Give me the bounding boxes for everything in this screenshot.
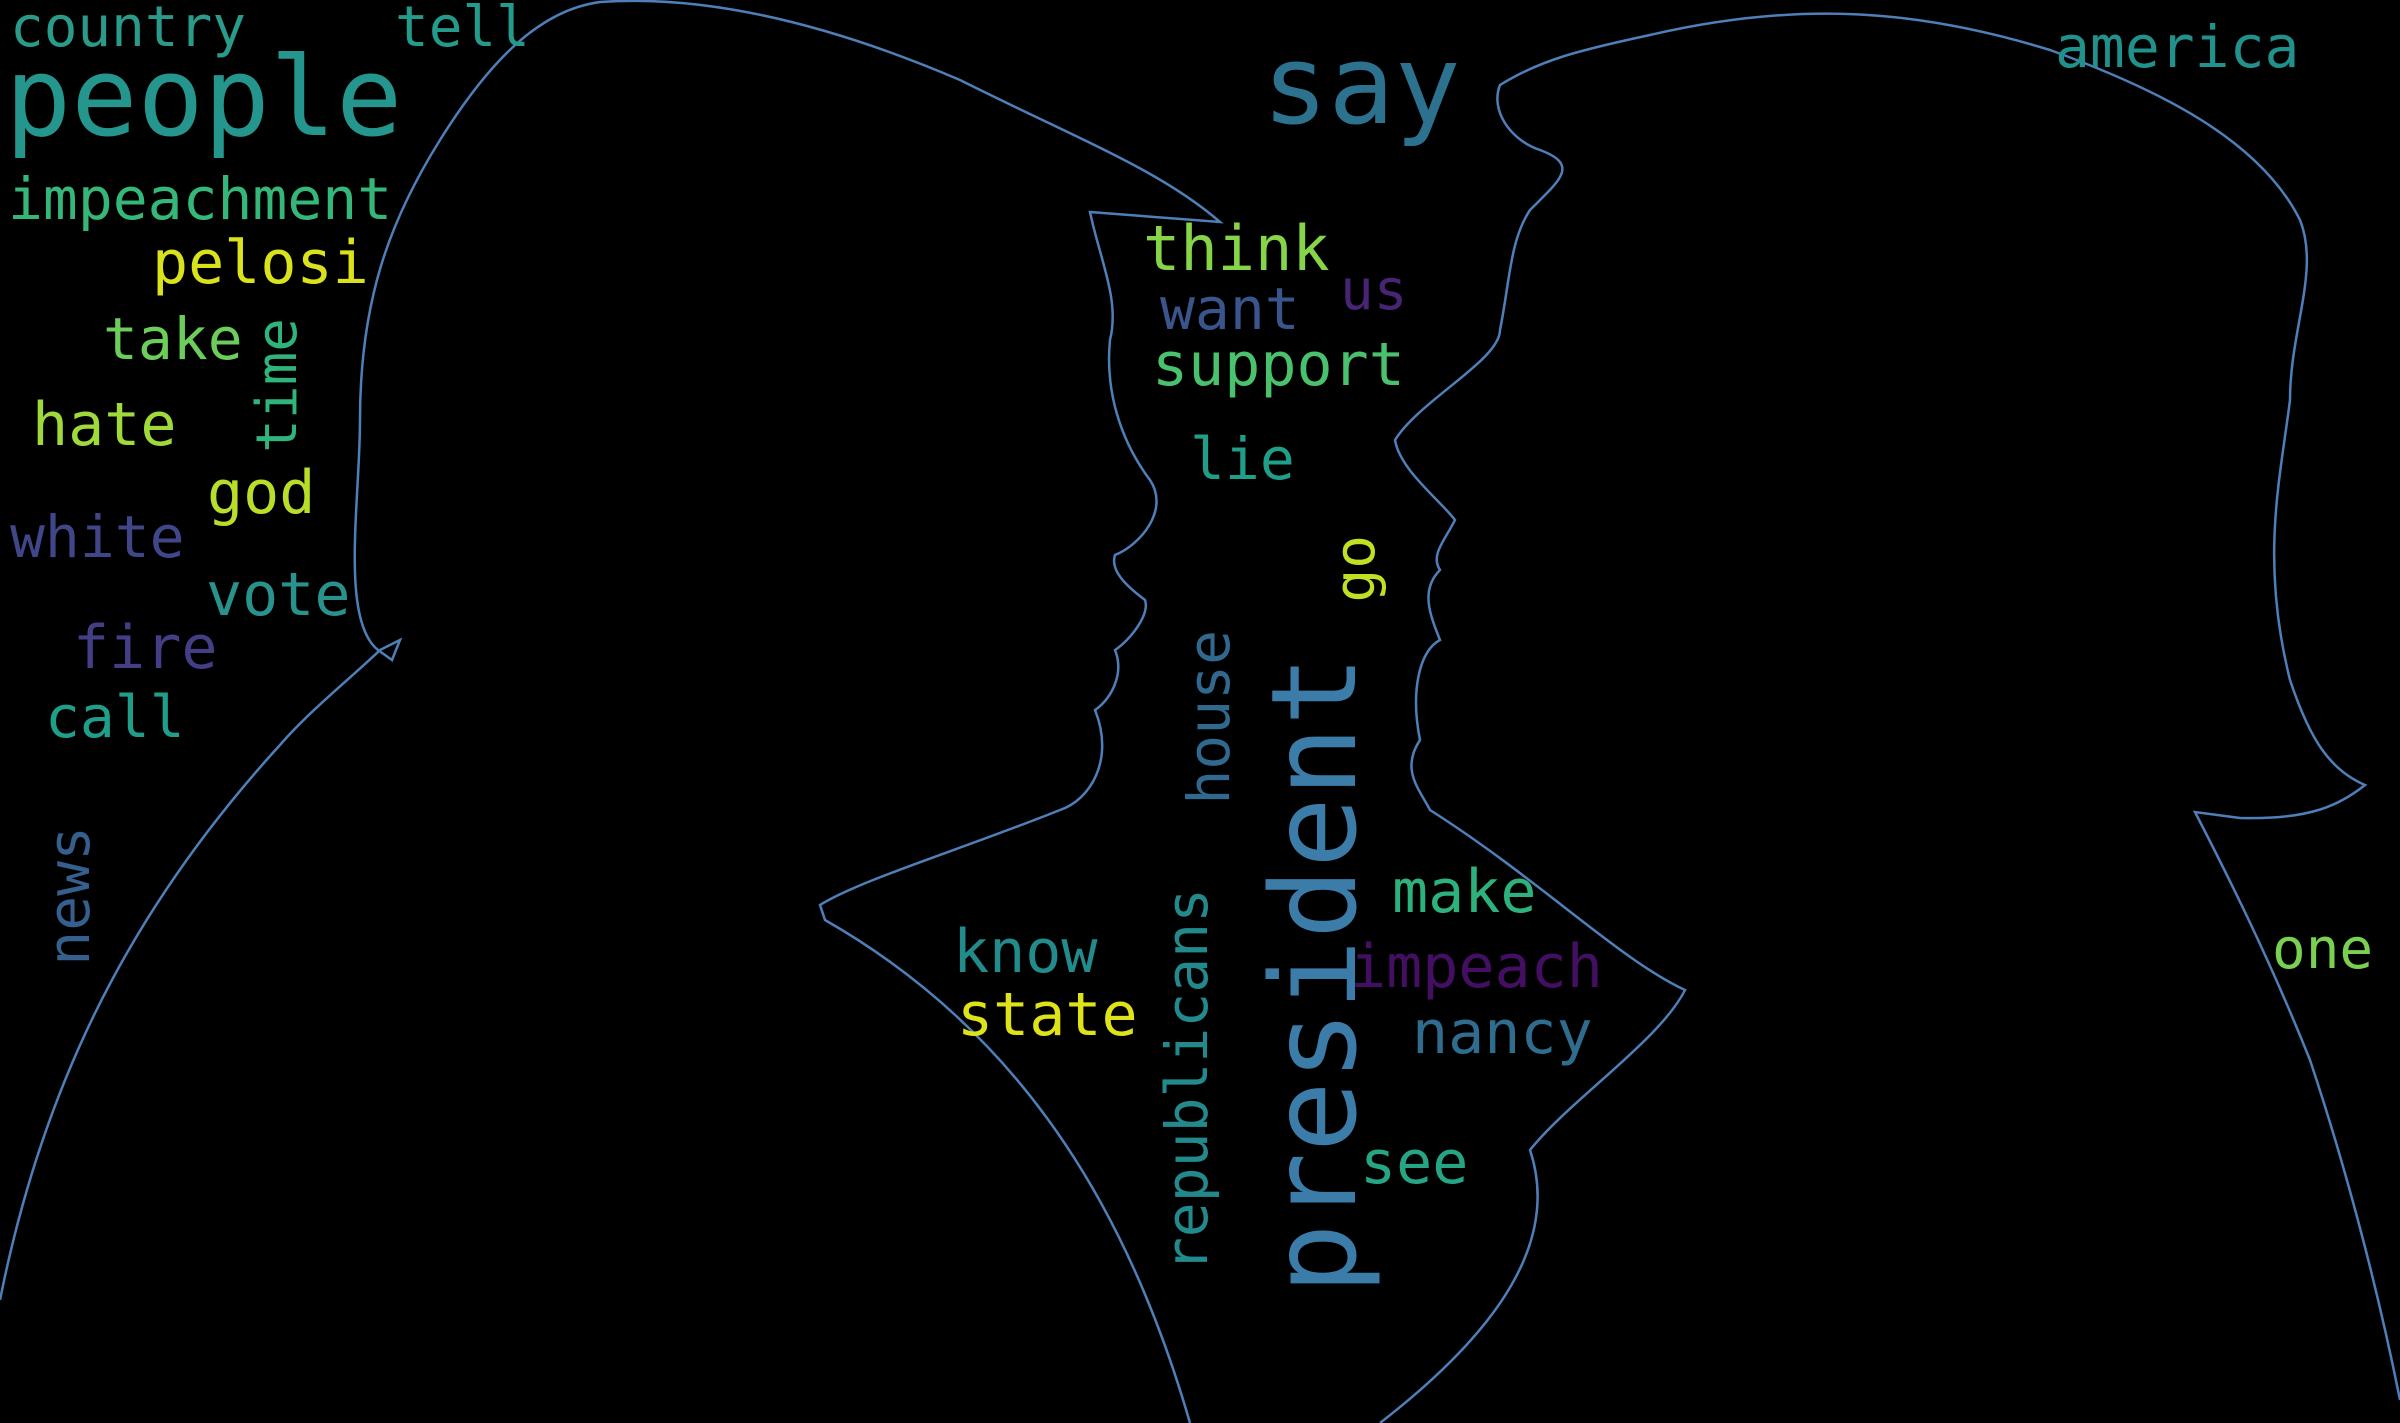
word-know: know [953, 917, 1098, 987]
word-news: news [35, 826, 103, 966]
word-fire: fire [73, 613, 218, 683]
word-house: house [1175, 630, 1243, 805]
word-state: state [957, 980, 1138, 1050]
word-one: one [2272, 917, 2374, 982]
word-tell: tell [395, 0, 530, 60]
word-impeach: impeach [1350, 932, 1603, 1002]
word-say: say [1262, 21, 1461, 149]
word-republicans: republicans [1153, 888, 1221, 1273]
word-country: country [10, 0, 247, 60]
right-profile-outline [1379, 12, 2400, 1423]
word-lie: lie [1190, 425, 1295, 493]
word-make: make [1392, 857, 1537, 927]
left-profile-outline [0, 0, 1224, 1423]
word-hate: hate [32, 390, 177, 460]
word-want: want [1160, 275, 1300, 343]
word-time: time [245, 318, 310, 453]
word-see: see [1360, 1128, 1469, 1198]
word-support: support [1152, 330, 1405, 400]
word-people: people [5, 33, 403, 161]
word-go: go [1323, 535, 1388, 603]
word-take: take [103, 305, 243, 373]
word-impeachment: impeachment [8, 165, 393, 233]
word-nancy: nancy [1412, 998, 1593, 1068]
word-think: think [1143, 212, 1330, 285]
word-us: us [1340, 258, 1408, 323]
word-call: call [45, 683, 185, 751]
word-white: white [10, 503, 185, 571]
word-god: god [207, 458, 316, 528]
word-pelosi: pelosi [152, 228, 369, 298]
word-vote: vote [206, 560, 351, 630]
word-america: america [2055, 13, 2300, 81]
